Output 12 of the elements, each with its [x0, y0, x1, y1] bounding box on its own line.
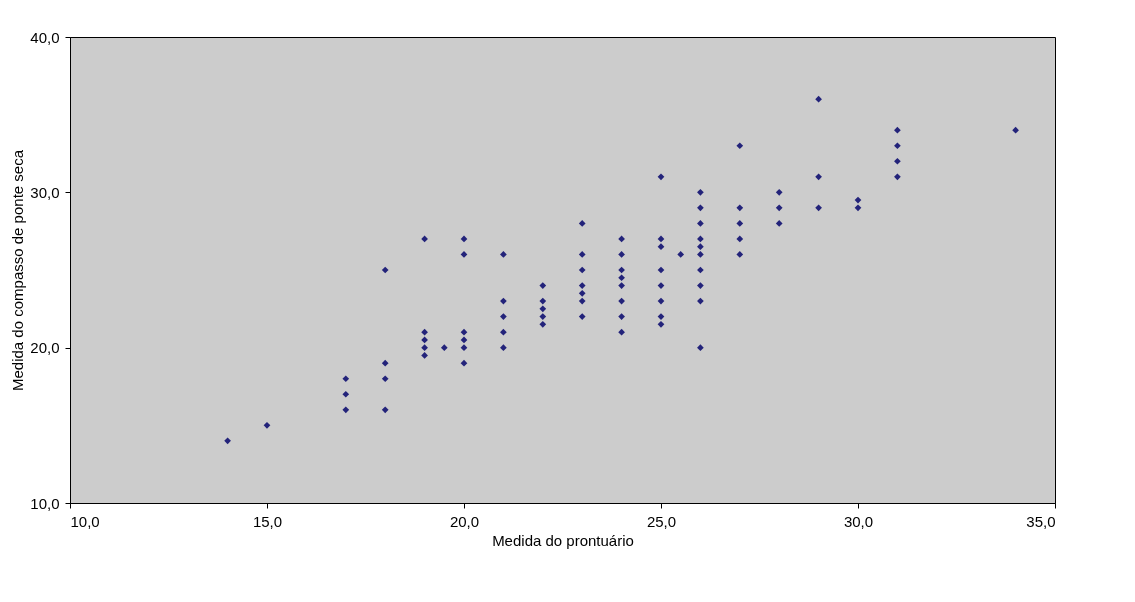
y-tick-label: 20,0	[30, 339, 60, 357]
x-tick-label: 20,0	[449, 512, 480, 530]
y-tick-label: 10,0	[30, 494, 60, 512]
x-tick-label: 10,0	[70, 512, 100, 530]
x-tick-label: 35,0	[1026, 512, 1056, 530]
x-tick-label: 30,0	[843, 512, 874, 530]
x-tick-label: 15,0	[252, 512, 283, 530]
y-axis-title: Medida do compasso de ponte seca	[9, 149, 27, 391]
y-tick-label: 30,0	[30, 183, 60, 201]
x-tick-label: 25,0	[646, 512, 677, 530]
y-tick-label: 40,0	[30, 28, 60, 46]
x-axis-title: Medida do prontuário	[492, 531, 634, 549]
